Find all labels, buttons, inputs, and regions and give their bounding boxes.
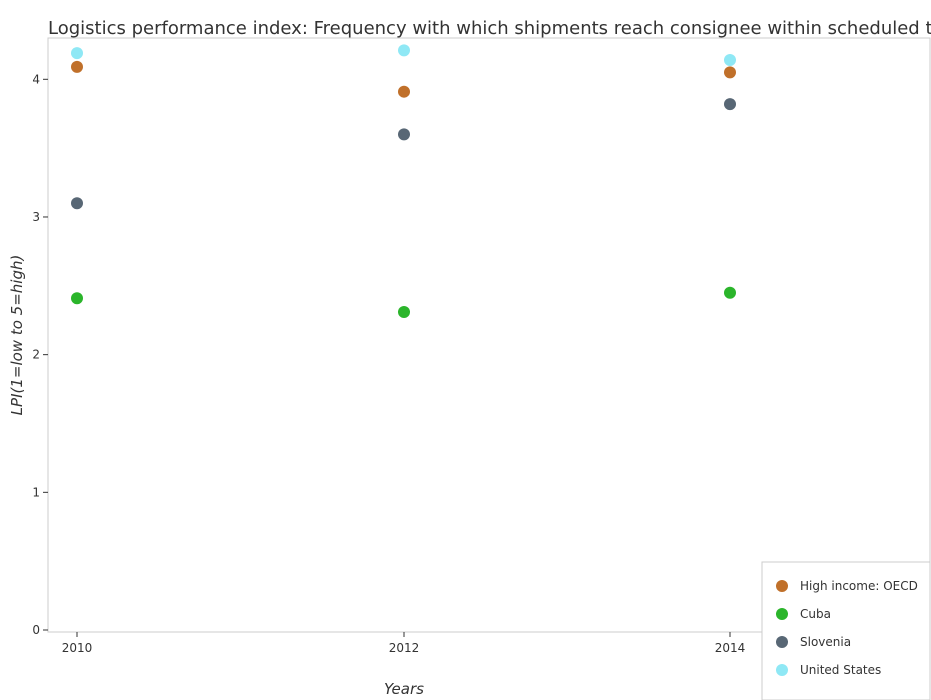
point-slovenia	[724, 98, 736, 111]
legend: High income: OECD Cuba Slovenia United Stat…	[761, 561, 931, 700]
x-axis: 2010 2012 2014	[62, 632, 746, 655]
point-cuba	[398, 305, 410, 318]
legend-label: High income: OECD	[800, 579, 918, 593]
legend-marker	[776, 608, 788, 620]
point-high-income-oecd	[724, 66, 736, 79]
point-high-income-oecd	[398, 85, 410, 98]
x-tick-label: 2014	[715, 641, 746, 655]
point-united-states	[724, 54, 736, 67]
chart-title: Logistics performance index: Frequency w…	[48, 18, 931, 39]
y-tick-label: 1	[32, 485, 40, 499]
point-united-states	[398, 44, 410, 57]
legend-label: Slovenia	[800, 635, 851, 649]
legend-marker	[776, 664, 788, 676]
data-points	[71, 44, 736, 318]
point-slovenia	[398, 128, 410, 141]
y-axis: 0 1 2 3 4	[32, 72, 48, 637]
x-tick-label: 2010	[62, 641, 93, 655]
y-tick-label: 3	[32, 210, 40, 224]
legend-label: United States	[800, 663, 881, 677]
x-tick-label: 2012	[389, 641, 420, 655]
y-tick-label: 2	[32, 348, 40, 362]
point-high-income-oecd	[71, 60, 83, 73]
legend-marker	[776, 636, 788, 648]
legend-label: Cuba	[800, 607, 831, 621]
legend-marker	[776, 580, 788, 592]
y-tick-label: 0	[32, 623, 40, 637]
point-cuba	[724, 286, 736, 299]
y-axis-label: LPI(1=low to 5=high)	[8, 255, 26, 416]
point-slovenia	[71, 197, 83, 210]
point-cuba	[71, 292, 83, 305]
plot-area	[47, 37, 931, 633]
y-tick-label: 4	[32, 72, 40, 86]
x-axis-label: Years	[384, 680, 424, 698]
point-united-states	[71, 47, 83, 60]
legend-box	[761, 561, 931, 700]
